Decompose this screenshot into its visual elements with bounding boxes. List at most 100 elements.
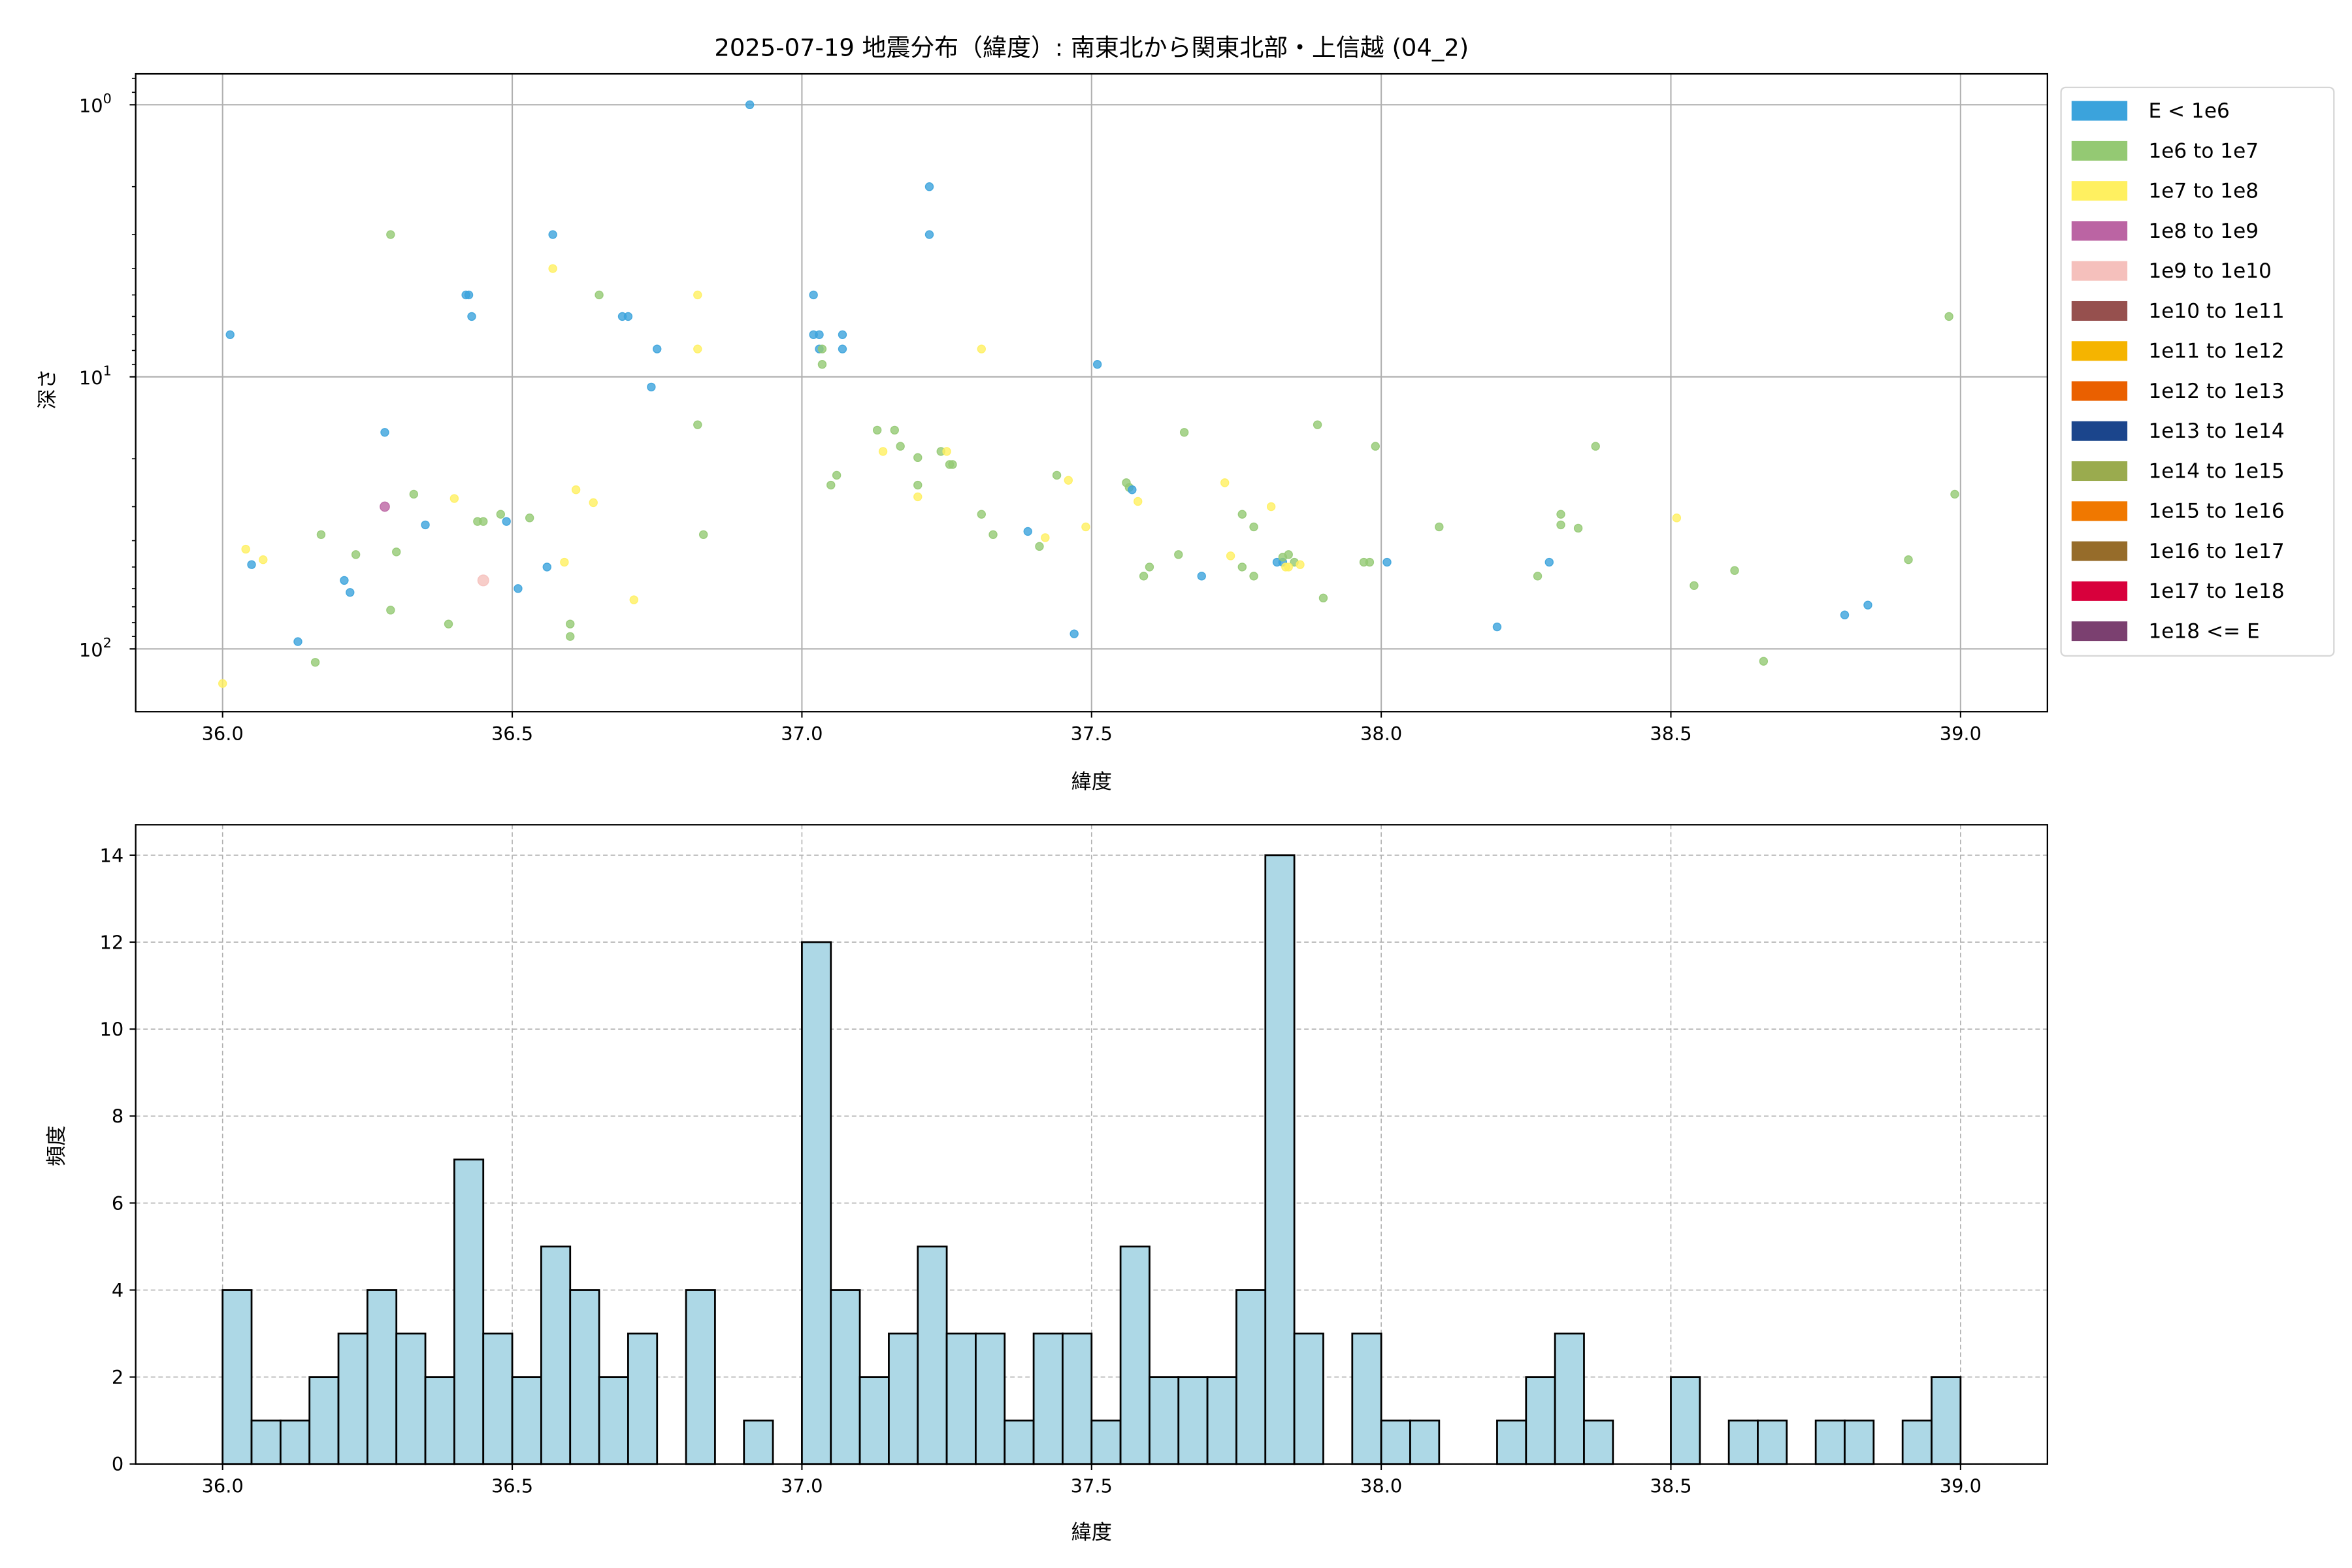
- x-tick-label: 36.0: [202, 1475, 244, 1497]
- scatter-point: [589, 498, 598, 508]
- scatter-point: [566, 619, 575, 629]
- x-tick-label: 37.0: [781, 1475, 823, 1497]
- x-tick-label: 39.0: [1940, 1475, 1982, 1497]
- scatter-point: [1382, 557, 1392, 567]
- y-tick-exponent: 1: [103, 363, 112, 378]
- histogram-bar: [1901, 1419, 1933, 1465]
- scatter-point: [817, 360, 827, 369]
- x-tick-label: 38.5: [1650, 1475, 1691, 1497]
- scatter-point: [225, 330, 235, 339]
- scatter-point: [514, 584, 523, 593]
- scatter-point: [1220, 478, 1230, 487]
- scatter-point: [380, 428, 389, 437]
- legend-swatch: [2071, 181, 2128, 201]
- legend-swatch: [2071, 140, 2128, 161]
- legend: E < 1e6 1e6 to 1e7 1e7 to 1e8 1e8 to 1e9 1e9…: [2060, 86, 2335, 657]
- scatter-point: [479, 517, 488, 526]
- scatter-point: [1226, 551, 1235, 561]
- legend-label: 1e9 to 1e10: [2148, 259, 2271, 283]
- scatter-point: [1237, 563, 1247, 572]
- histogram-bar: [1757, 1419, 1788, 1465]
- legend-label: 1e10 to 1e11: [2148, 299, 2284, 323]
- scatter-point: [698, 530, 708, 539]
- y-tick-exponent: 2: [103, 635, 112, 651]
- scatter-point: [293, 637, 302, 646]
- histogram-bar: [540, 1245, 572, 1465]
- scatter-point: [1145, 563, 1154, 572]
- scatter-point: [380, 501, 390, 512]
- histogram-bar: [975, 1332, 1006, 1465]
- y-tick-label: 101: [79, 363, 112, 389]
- histogram-bar: [511, 1376, 542, 1465]
- scatter-point: [1950, 489, 1959, 499]
- histogram-bar: [1293, 1332, 1324, 1465]
- x-tick-label: 38.0: [1360, 1475, 1402, 1497]
- histogram-bar: [279, 1419, 311, 1465]
- histogram-bar: [250, 1419, 282, 1465]
- scatter-point: [259, 555, 268, 564]
- scatter-point: [1492, 622, 1502, 632]
- scatter-point: [815, 330, 824, 339]
- histogram-bar: [1670, 1376, 1701, 1465]
- x-tick-label: 37.5: [1071, 1475, 1113, 1497]
- legend-label: E < 1e6: [2148, 99, 2229, 123]
- x-tick-label: 36.0: [202, 723, 244, 745]
- legend-swatch: [2071, 501, 2128, 521]
- legend-label: 1e7 to 1e8: [2148, 180, 2259, 203]
- x-tick-label: 38.5: [1650, 723, 1691, 745]
- scatter-point: [1944, 312, 1953, 321]
- histogram-bar: [221, 1289, 253, 1465]
- scatter-point: [1591, 442, 1600, 451]
- scatter-point: [1197, 572, 1206, 581]
- y-tick-label: 6: [112, 1192, 123, 1215]
- scatter-x-axis-label: 緯度: [1071, 770, 1112, 794]
- scatter-point: [1556, 510, 1565, 519]
- scatter-point: [566, 632, 575, 641]
- scatter-point: [977, 510, 986, 519]
- histogram-bar: [627, 1332, 659, 1465]
- scatter-point: [525, 514, 534, 523]
- histogram-bar: [482, 1332, 514, 1465]
- histogram-bar: [1062, 1332, 1093, 1465]
- scatter-point: [809, 290, 818, 300]
- legend-label: 1e15 to 1e16: [2148, 500, 2284, 523]
- scatter-point: [346, 588, 355, 597]
- scatter-point: [1174, 550, 1183, 559]
- scatter-point: [1134, 497, 1143, 506]
- scatter-point: [548, 264, 557, 273]
- scatter-axes-frame: [135, 73, 2048, 713]
- scatter-point: [653, 344, 662, 353]
- legend-swatch: [2071, 621, 2128, 642]
- histogram-bar: [1177, 1376, 1209, 1465]
- scatter-point: [1052, 470, 1062, 480]
- histogram-bar: [1931, 1376, 1962, 1465]
- histogram-bar: [888, 1332, 919, 1465]
- scatter-point: [693, 290, 702, 300]
- scatter-point: [502, 517, 511, 526]
- histogram-bar: [1844, 1419, 1875, 1465]
- scatter-point: [1904, 555, 1913, 564]
- scatter-point: [386, 230, 395, 239]
- scatter-point: [693, 420, 702, 429]
- scatter-point: [647, 382, 656, 392]
- scatter-point: [924, 230, 934, 239]
- scatter-point: [924, 182, 934, 191]
- scatter-point: [1544, 557, 1554, 567]
- histogram-bar: [801, 941, 832, 1465]
- scatter-point: [1313, 420, 1322, 429]
- histogram-bar: [308, 1376, 340, 1465]
- y-tick-label: 8: [112, 1105, 123, 1128]
- scatter-point: [878, 447, 888, 456]
- scatter-point: [542, 563, 551, 572]
- scatter-point: [988, 530, 998, 539]
- scatter-point: [913, 480, 923, 490]
- legend-label: 1e17 to 1e18: [2148, 580, 2284, 603]
- scatter-point: [890, 425, 899, 435]
- scatter-point: [571, 485, 581, 495]
- y-tick-label: 2: [112, 1366, 123, 1388]
- histogram-bar: [1119, 1245, 1151, 1465]
- histogram-bar: [1727, 1419, 1759, 1465]
- scatter-point: [1081, 522, 1090, 532]
